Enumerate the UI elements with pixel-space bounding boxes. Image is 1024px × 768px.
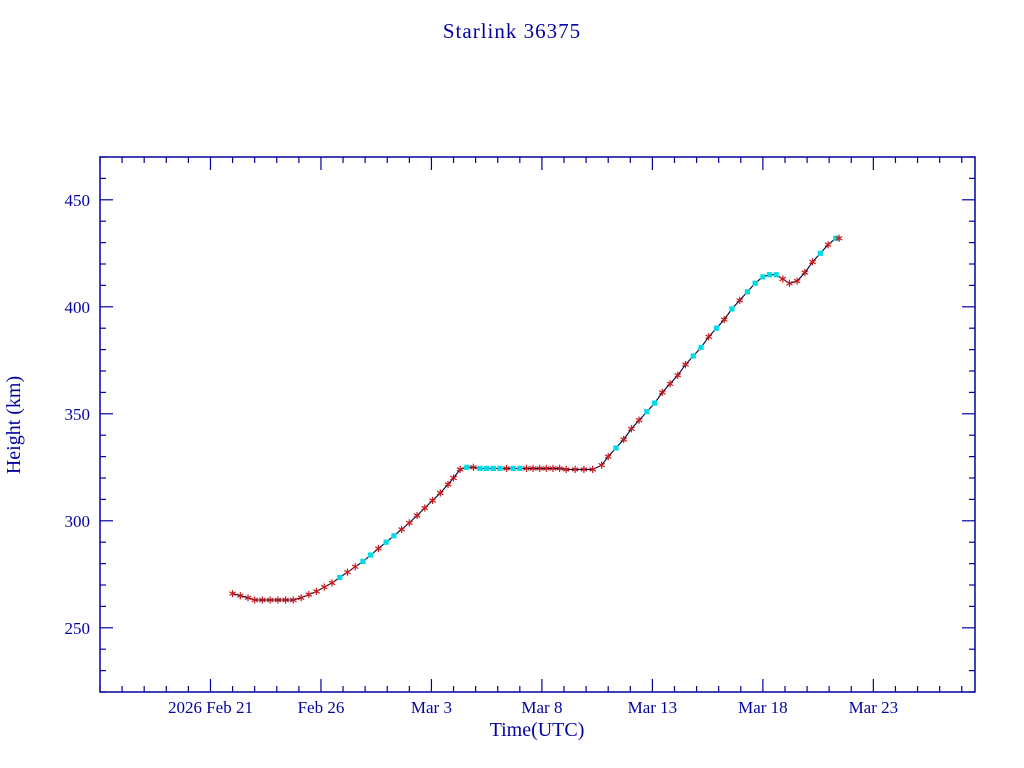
x-tick-label: Mar 23 [849,698,899,717]
axis-ticks [99,156,975,693]
cyan-markers [337,235,839,581]
x-axis-label: Time(UTC) [490,719,585,741]
y-tick-label: 450 [65,191,91,210]
chart-title: Starlink 36375 [443,19,581,43]
y-axis-label: Height (km) [3,376,25,474]
x-tick-label: Mar 3 [411,698,452,717]
x-tick-label: Mar 13 [628,698,678,717]
x-tick-label: Feb 26 [298,698,345,717]
x-tick-label: Mar 8 [521,698,562,717]
plot-area: 2026 Feb 21 Feb 26 Mar 3 Mar 8 Mar 13 Mar 18 M… [65,156,976,717]
y-tick-label: 350 [65,405,91,424]
y-tick-label: 300 [65,512,91,531]
y-tick-label: 400 [65,298,91,317]
y-tick-label: 250 [65,619,91,638]
red-asterisk-markers [229,234,843,604]
x-tick-label: 2026 Feb 21 [168,698,253,717]
x-tick-label: Mar 18 [738,698,788,717]
axis-frame [99,156,976,693]
tick-labels: 2026 Feb 21 Feb 26 Mar 3 Mar 8 Mar 13 Mar 18 M… [65,191,899,717]
